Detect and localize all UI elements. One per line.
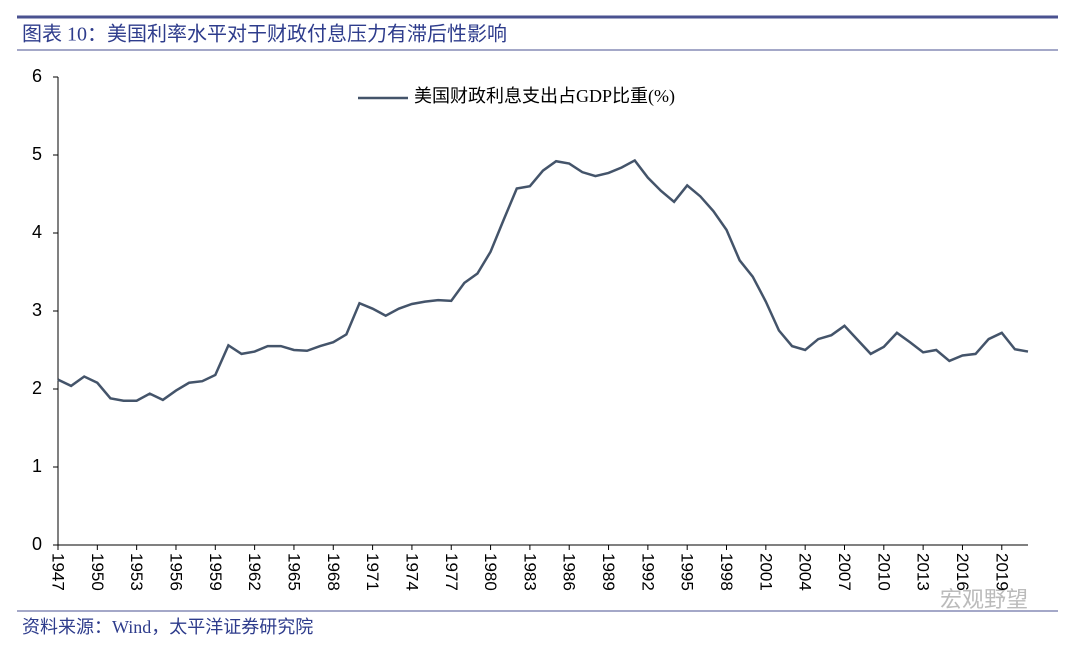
y-tick-label: 5 xyxy=(32,144,42,164)
x-tick-label: 1977 xyxy=(442,553,461,591)
x-tick-label: 1986 xyxy=(560,553,579,591)
x-tick-label: 1950 xyxy=(88,553,107,591)
x-tick-label: 1998 xyxy=(717,553,736,591)
y-tick-label: 2 xyxy=(32,378,42,398)
x-tick-label: 2010 xyxy=(874,553,893,591)
x-tick-label: 1962 xyxy=(245,553,264,591)
source: 资料来源：Wind，太平洋证券研究院 xyxy=(22,617,313,637)
x-tick-label: 1995 xyxy=(678,553,697,591)
y-tick-label: 6 xyxy=(32,66,42,86)
x-tick-label: 1974 xyxy=(402,553,421,591)
x-tick-label: 1968 xyxy=(324,553,343,591)
y-tick-label: 0 xyxy=(32,534,42,554)
x-tick-label: 1959 xyxy=(206,553,225,591)
watermark: 宏观野望 xyxy=(940,587,1028,612)
x-tick-label: 1989 xyxy=(599,553,618,591)
x-tick-label: 2001 xyxy=(756,553,775,591)
x-tick-label: 1953 xyxy=(127,553,146,591)
title: 图表 10：美国利率水平对于财政付息压力有滞后性影响 xyxy=(22,23,507,46)
x-tick-label: 1947 xyxy=(49,553,68,591)
x-tick-label: 2019 xyxy=(992,553,1011,591)
legend-label: 美国财政利息支出占GDP比重(%) xyxy=(414,86,675,107)
x-tick-label: 2013 xyxy=(914,553,933,591)
y-tick-label: 3 xyxy=(32,300,42,320)
data-line xyxy=(57,158,1029,402)
x-tick-label: 1983 xyxy=(520,553,539,591)
x-tick-label: 1992 xyxy=(638,553,657,591)
y-tick-label: 1 xyxy=(32,456,42,476)
x-tick-label: 2016 xyxy=(953,553,972,591)
y-tick-label: 4 xyxy=(32,222,42,242)
x-tick-label: 2004 xyxy=(796,553,815,591)
x-tick-label: 1980 xyxy=(481,553,500,591)
x-tick-label: 1965 xyxy=(284,553,303,591)
x-tick-label: 1971 xyxy=(363,553,382,591)
x-tick-label: 2007 xyxy=(835,553,854,591)
x-tick-label: 1956 xyxy=(166,553,185,591)
